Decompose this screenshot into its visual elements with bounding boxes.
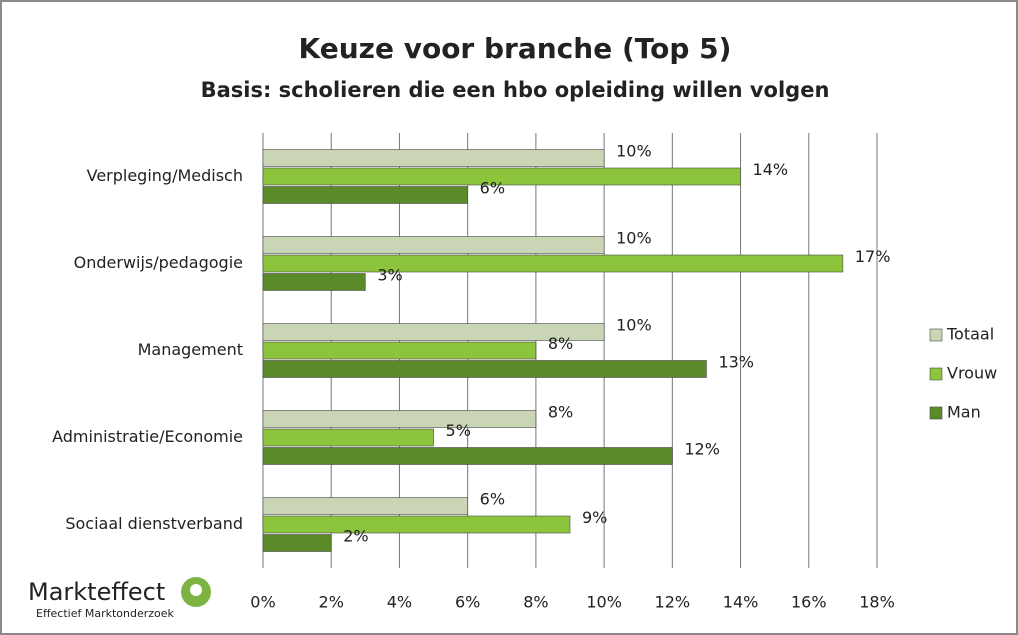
- bar: [262, 236, 605, 254]
- data-label: 10%: [616, 229, 652, 248]
- chart-title: Keuze voor branche (Top 5): [299, 32, 732, 65]
- y-tick-label: Administratie/Economie: [52, 427, 243, 446]
- legend-swatch: [929, 406, 943, 420]
- data-label: 5%: [446, 421, 471, 440]
- legend-swatch: [929, 328, 943, 342]
- y-tick-label: Sociaal dienstverband: [65, 514, 243, 533]
- data-label: 3%: [377, 266, 402, 285]
- bar: [262, 186, 468, 204]
- x-tick-label: 10%: [586, 593, 622, 612]
- logo: Markteffect Effectief Marktonderzoek: [28, 577, 211, 620]
- data-label: 9%: [582, 508, 607, 527]
- data-label: 2%: [343, 527, 368, 546]
- data-label: 17%: [855, 247, 891, 266]
- legend-swatch: [929, 367, 943, 381]
- data-label: 13%: [718, 353, 754, 372]
- x-tick-label: 8%: [523, 593, 548, 612]
- x-tick-label: 16%: [791, 593, 827, 612]
- data-label: 14%: [753, 160, 789, 179]
- legend-label: Man: [947, 403, 981, 422]
- data-label: 6%: [480, 179, 505, 198]
- y-tick-label: Verpleging/Medisch: [87, 166, 243, 185]
- x-tick-label: 6%: [455, 593, 480, 612]
- x-tick-label: 18%: [859, 593, 895, 612]
- bar: [262, 447, 673, 465]
- bar: [262, 428, 434, 447]
- bar: [262, 515, 571, 534]
- legend-label: Vrouw: [947, 364, 997, 383]
- legend-label: Totaal: [946, 325, 994, 344]
- data-label: 10%: [616, 142, 652, 161]
- data-label: 8%: [548, 334, 573, 353]
- x-tick-label: 14%: [723, 593, 759, 612]
- data-label: 10%: [616, 316, 652, 335]
- bar: [262, 341, 537, 360]
- x-tick-label: 0%: [250, 593, 275, 612]
- x-tick-label: 2%: [319, 593, 344, 612]
- chart-subtitle: Basis: scholieren die een hbo opleiding …: [201, 78, 830, 102]
- logo-name: Markteffect: [28, 578, 165, 606]
- bar: [262, 149, 605, 167]
- logo-icon-hole: [190, 584, 202, 596]
- bar: [262, 167, 741, 186]
- y-tick-label: Onderwijs/pedagogie: [74, 253, 243, 272]
- bar: [262, 323, 605, 341]
- data-label: 8%: [548, 403, 573, 422]
- logo-tagline: Effectief Marktonderzoek: [36, 607, 175, 620]
- bar: [262, 254, 844, 273]
- bar: [262, 273, 366, 291]
- bar: [262, 410, 537, 428]
- bar: [262, 497, 468, 515]
- x-tick-label: 12%: [655, 593, 691, 612]
- data-label: 6%: [480, 490, 505, 509]
- bar: [262, 534, 332, 552]
- y-tick-label: Management: [138, 340, 243, 359]
- bar: [262, 360, 707, 378]
- x-tick-label: 4%: [387, 593, 412, 612]
- data-label: 12%: [684, 440, 720, 459]
